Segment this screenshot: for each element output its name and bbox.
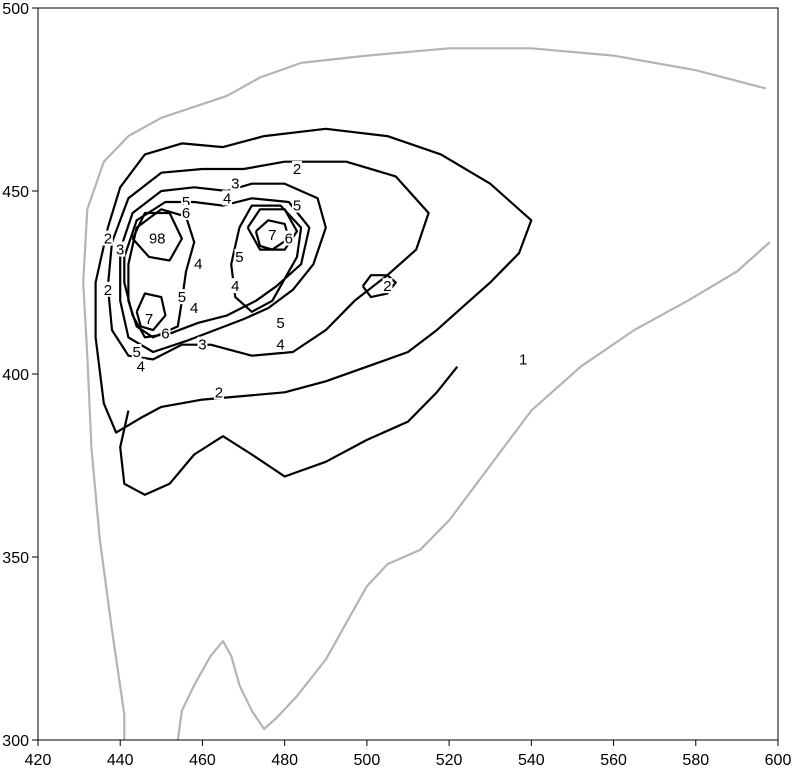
x-tick-label: 520 — [436, 752, 463, 769]
contour-label: 4 — [223, 190, 231, 207]
contour-label-bg — [135, 358, 146, 374]
y-tick-label: 500 — [2, 1, 29, 18]
contour-label: 7 — [268, 227, 276, 244]
contour-line-1 — [176, 241, 771, 741]
y-tick-label: 350 — [2, 550, 29, 567]
contour-label: 4 — [276, 337, 284, 354]
contour-label: 2 — [104, 231, 112, 248]
contour-label: 4 — [137, 359, 145, 376]
contour-label: 1 — [519, 351, 527, 368]
contour-label: 5 — [178, 289, 186, 306]
contour-label: 4 — [194, 256, 202, 273]
contour-label-bg — [292, 197, 302, 213]
contour-label-bg — [213, 384, 224, 400]
contour-label: 6 — [285, 231, 293, 248]
contour-line-4 — [119, 366, 459, 496]
contour-label-bg — [131, 344, 142, 360]
contour-label-bg — [181, 193, 191, 209]
contour-label-bg — [176, 289, 187, 305]
x-tick-label: 580 — [682, 752, 709, 769]
contour-label: 2 — [293, 161, 301, 178]
contour-label-bg — [222, 190, 233, 206]
contour-label-bg — [234, 248, 245, 264]
contour-line-12 — [135, 292, 167, 332]
contour-label: 2 — [383, 278, 391, 295]
contour-label-bg — [160, 325, 171, 341]
contour-label: 7 — [145, 311, 153, 328]
contour-label-bg — [156, 230, 167, 246]
contour-label-bg — [181, 204, 191, 220]
contour-label: 5 — [293, 198, 301, 215]
contour-label: 5 — [132, 344, 140, 361]
x-tick-label: 420 — [25, 752, 52, 769]
contour-label-bg — [267, 226, 278, 242]
contour-label: 3 — [116, 242, 124, 259]
contour-label-bg — [230, 278, 241, 294]
x-tick-label: 560 — [600, 752, 627, 769]
contour-line-10 — [131, 211, 183, 262]
contour-label: 6 — [182, 205, 190, 222]
contour-label-bg — [292, 161, 302, 177]
contour-label: 3 — [198, 337, 206, 354]
contour-line-2 — [94, 127, 533, 434]
contour-label: 4 — [190, 300, 198, 317]
contour-label-bg — [518, 351, 529, 367]
x-tick-label: 460 — [189, 752, 216, 769]
contour-label-bg — [382, 278, 393, 294]
y-tick-label: 300 — [2, 733, 29, 750]
contour-line-6 — [119, 182, 327, 354]
contour-label: 3 — [231, 176, 239, 193]
contour-label-bg — [102, 230, 113, 246]
x-tick-label: 600 — [765, 752, 792, 769]
y-tick-label: 400 — [2, 367, 29, 384]
contour-label-bg — [102, 281, 113, 297]
contour-label-bg — [230, 175, 241, 191]
contour-label: 9 — [149, 231, 157, 248]
contour-label: 2 — [215, 384, 223, 401]
x-tick-label: 480 — [271, 752, 298, 769]
x-tick-label: 540 — [518, 752, 545, 769]
contour-line-5 — [361, 274, 397, 299]
contour-label-bg — [148, 230, 159, 246]
contour-label: 4 — [231, 278, 239, 295]
contour-label-bg — [193, 256, 204, 272]
contour-label: 5 — [276, 315, 284, 332]
contour-label-bg — [144, 311, 154, 327]
contour-label-bg — [283, 230, 294, 246]
contour-label-bg — [197, 336, 208, 352]
x-tick-label: 500 — [354, 752, 381, 769]
contour-label-bg — [115, 241, 126, 257]
y-tick-label: 450 — [2, 184, 29, 201]
axis-ticks: 420 440 460 480 500 520 540 560 580 600 300 350 400 4… — [2, 1, 791, 769]
contour-label: 5 — [235, 249, 243, 266]
contour-label-bg — [275, 314, 286, 330]
contour-label: 6 — [161, 326, 169, 343]
contour-label: 5 — [182, 194, 190, 211]
x-tick-label: 440 — [107, 752, 134, 769]
contour-line-0 — [82, 47, 766, 740]
contour-label: 8 — [157, 231, 165, 248]
contour-line-11 — [246, 208, 299, 251]
contour-label: 2 — [104, 282, 112, 299]
contour-label-bg — [189, 300, 200, 316]
contour-label-bg — [275, 336, 286, 352]
